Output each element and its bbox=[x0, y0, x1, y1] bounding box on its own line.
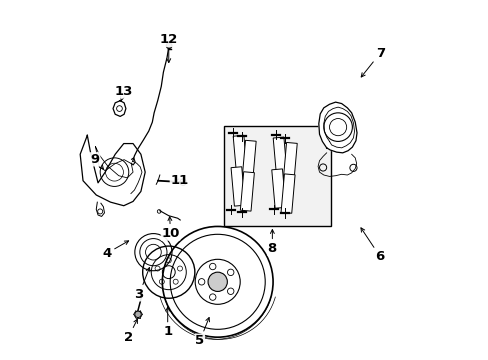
Polygon shape bbox=[283, 143, 297, 182]
Polygon shape bbox=[273, 137, 286, 176]
Bar bbox=[224, 126, 330, 226]
Text: 10: 10 bbox=[161, 217, 180, 240]
Polygon shape bbox=[318, 102, 356, 153]
Text: 3: 3 bbox=[134, 267, 150, 301]
Text: 8: 8 bbox=[267, 230, 276, 255]
Polygon shape bbox=[242, 140, 256, 180]
Polygon shape bbox=[230, 167, 244, 206]
Text: 13: 13 bbox=[114, 85, 133, 101]
Circle shape bbox=[135, 311, 141, 318]
Polygon shape bbox=[233, 135, 247, 175]
Text: 2: 2 bbox=[123, 319, 137, 344]
Text: 5: 5 bbox=[195, 318, 209, 347]
Polygon shape bbox=[240, 172, 254, 211]
Text: 4: 4 bbox=[102, 241, 128, 260]
Text: 7: 7 bbox=[361, 47, 384, 77]
Circle shape bbox=[207, 272, 227, 292]
Text: 12: 12 bbox=[159, 33, 178, 63]
Text: 1: 1 bbox=[163, 307, 172, 338]
Text: 9: 9 bbox=[90, 153, 103, 169]
Polygon shape bbox=[271, 169, 285, 208]
Text: 6: 6 bbox=[360, 228, 384, 263]
Polygon shape bbox=[281, 174, 294, 213]
Text: 11: 11 bbox=[170, 174, 188, 187]
Circle shape bbox=[166, 43, 172, 49]
